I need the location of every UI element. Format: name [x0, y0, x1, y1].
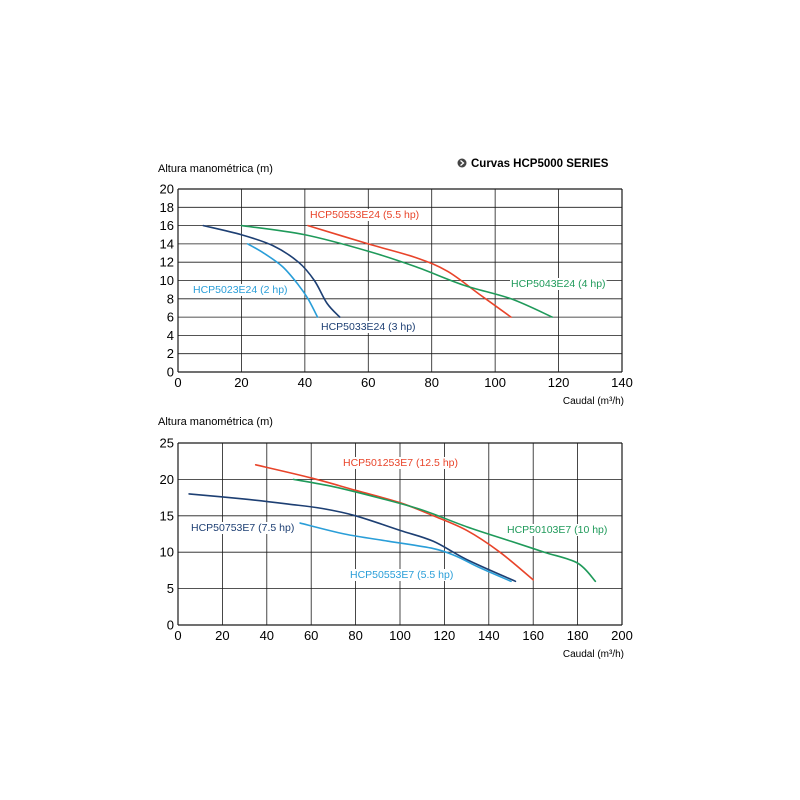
x-tick-label: 20: [215, 628, 229, 643]
series-label-backdrop: [510, 278, 607, 290]
y-tick-label: 2: [167, 346, 174, 361]
x-tick-label: 60: [304, 628, 318, 643]
x-tick-label: 140: [611, 375, 633, 390]
x-tick-label: 0: [174, 628, 181, 643]
x-tick-label: 60: [361, 375, 375, 390]
x-tick-label: 40: [260, 628, 274, 643]
x-tick-label: 20: [234, 375, 248, 390]
series-label: HCP5043E24 (4 hp): [511, 278, 606, 290]
x-tick-label: 100: [389, 628, 411, 643]
series-line: [254, 464, 534, 581]
series-label-backdrop: [192, 284, 289, 296]
series-label: HCP50553E7 (5.5 hp): [350, 569, 453, 581]
x-tick-label: 0: [174, 375, 181, 390]
series-label: HCP501253E7 (12.5 hp): [343, 457, 458, 469]
y-tick-label: 16: [160, 218, 174, 233]
header: Curvas HCP5000 SERIES: [457, 158, 609, 170]
circle-arrow-icon: [457, 158, 467, 168]
y-tick-label: 20: [160, 182, 174, 197]
y-tick-label: 0: [167, 618, 174, 633]
x-tick-label: 160: [522, 628, 544, 643]
y-tick-label: 14: [160, 236, 174, 251]
x-axis-title: Caudal (m³/h): [563, 649, 624, 660]
circle-arrow-icon-arrow: [460, 160, 465, 166]
x-tick-label: 120: [434, 628, 456, 643]
y-tick-label: 20: [160, 472, 174, 487]
series-label: HCP5033E24 (3 hp): [321, 321, 416, 333]
y-tick-label: 0: [167, 365, 174, 380]
series-label: HCP50553E24 (5.5 hp): [310, 209, 419, 221]
series-line: [188, 493, 517, 583]
series-line: [292, 478, 597, 583]
series-line: [246, 243, 319, 318]
series-label-backdrop: [320, 321, 417, 333]
y-tick-label: 8: [167, 291, 174, 306]
series-label: HCP50753E7 (7.5 hp): [191, 522, 294, 534]
series-label: HCP5023E24 (2 hp): [193, 284, 288, 296]
x-tick-label: 180: [567, 628, 589, 643]
x-tick-label: 80: [348, 628, 362, 643]
y-tick-label: 6: [167, 310, 174, 325]
series-label-backdrop: [190, 522, 296, 534]
series-label-backdrop: [506, 524, 609, 536]
y-tick-label: 10: [160, 545, 174, 560]
series-line: [307, 224, 512, 318]
x-tick-label: 140: [478, 628, 500, 643]
y-tick-label: 5: [167, 581, 174, 596]
chart-bottom: 0 5 10 15 20 25 0 20 40 60 80 100 120 140 160 180 200 Alt…: [158, 416, 633, 660]
x-tick-label: 80: [424, 375, 438, 390]
series-label-backdrop: [309, 209, 421, 221]
header-title: Curvas HCP5000 SERIES: [471, 158, 609, 170]
series-line: [202, 224, 341, 318]
series-label: HCP50103E7 (10 hp): [507, 524, 607, 536]
x-tick-label: 200: [611, 628, 633, 643]
y-tick-label: 10: [160, 273, 174, 288]
y-tick-label: 12: [160, 255, 174, 270]
x-axis-title: Caudal (m³/h): [563, 396, 624, 407]
x-tick-label: 100: [484, 375, 506, 390]
series-label-backdrop: [349, 569, 455, 581]
x-tick-label: 40: [298, 375, 312, 390]
y-tick-label: 25: [160, 436, 174, 451]
y-tick-label: 4: [167, 328, 174, 343]
y-tick-label: 18: [160, 200, 174, 215]
y-axis-title: Altura manométrica (m): [158, 416, 273, 428]
y-tick-label: 15: [160, 508, 174, 523]
series-label-backdrop: [342, 457, 459, 469]
series-line: [240, 224, 554, 318]
series-line: [299, 522, 512, 583]
y-axis-title: Altura manométrica (m): [158, 163, 273, 175]
x-tick-label: 120: [548, 375, 570, 390]
